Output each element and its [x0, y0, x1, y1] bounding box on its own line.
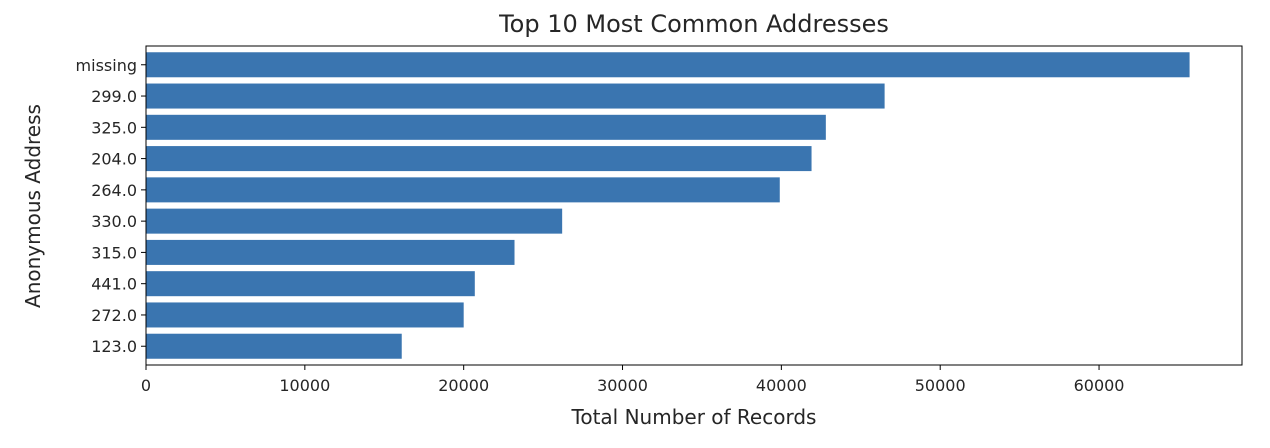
bar-1: [146, 83, 885, 109]
bar-7: [146, 271, 475, 297]
x-tick-group: 0 10000 20000 30000 40000 50000 60000: [141, 365, 1125, 395]
y-tick-label-4: 264.0: [91, 181, 137, 200]
chart-title: Top 10 Most Common Addresses: [498, 10, 889, 38]
x-tick-label-3: 30000: [597, 376, 648, 395]
bar-5: [146, 208, 563, 234]
x-tick-label-6: 60000: [1074, 376, 1125, 395]
y-tick-label-5: 330.0: [91, 212, 137, 231]
y-tick-group: missing 299.0 325.0 204.0 264.0 330.0 315.0 441…: [76, 56, 146, 356]
x-tick-label-1: 10000: [279, 376, 330, 395]
bar-4: [146, 177, 780, 203]
y-tick-label-3: 204.0: [91, 150, 137, 169]
y-tick-label-1: 299.0: [91, 87, 137, 106]
y-tick-label-9: 123.0: [91, 337, 137, 356]
y-tick-label-7: 441.0: [91, 275, 137, 294]
y-tick-label-8: 272.0: [91, 306, 137, 325]
x-tick-label-2: 20000: [438, 376, 489, 395]
y-tick-label-2: 325.0: [91, 118, 137, 137]
bar-6: [146, 239, 515, 265]
bar-0: [146, 52, 1190, 78]
y-tick-label-6: 315.0: [91, 243, 137, 262]
x-axis-title: Total Number of Records: [571, 405, 817, 429]
bar-8: [146, 302, 464, 328]
x-tick-label-0: 0: [141, 376, 151, 395]
y-tick-label-0: missing: [76, 56, 137, 75]
x-tick-label-4: 40000: [756, 376, 807, 395]
plot-frame: [145, 45, 1243, 366]
bars-group: [146, 52, 1190, 359]
bar-2: [146, 114, 826, 140]
y-axis-title: Anonymous Address: [21, 104, 45, 308]
bar-9: [146, 333, 402, 359]
x-tick-label-5: 50000: [915, 376, 966, 395]
bar-3: [146, 146, 812, 172]
